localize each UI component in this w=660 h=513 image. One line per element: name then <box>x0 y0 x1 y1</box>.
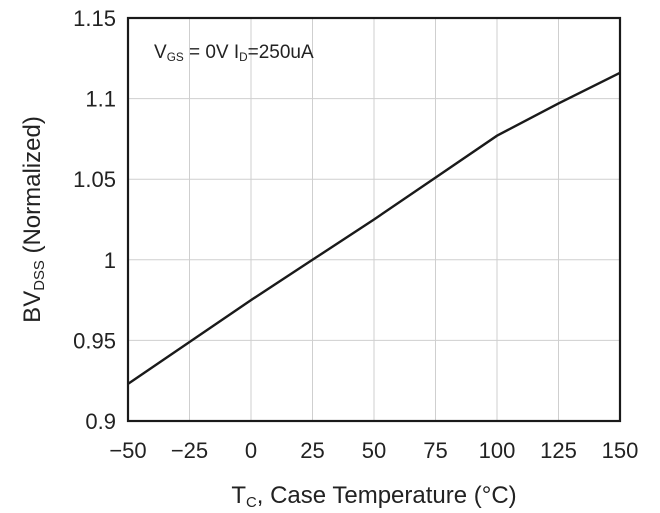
x-tick-label: 75 <box>423 438 447 463</box>
y-tick-label: 0.9 <box>85 409 116 434</box>
x-tick-label: 150 <box>602 438 639 463</box>
y-axis-ticks: 0.9 0.95 1 1.05 1.1 1.15 <box>73 6 116 434</box>
y-tick-label: 1.15 <box>73 6 116 31</box>
test-condition-annotation: VGS = 0V ID=250uA <box>154 42 314 64</box>
x-tick-label: 50 <box>362 438 386 463</box>
x-tick-label: 125 <box>540 438 577 463</box>
y-tick-label: 1.1 <box>85 87 116 112</box>
x-tick-label: −25 <box>171 438 208 463</box>
y-tick-label: 1 <box>104 248 116 273</box>
x-tick-label: 0 <box>245 438 257 463</box>
y-tick-label: 0.95 <box>73 328 116 353</box>
y-tick-label: 1.05 <box>73 167 116 192</box>
y-axis-title: BVDSS (Normalized) <box>19 116 48 323</box>
x-tick-label: 100 <box>479 438 516 463</box>
plot-frame <box>126 16 622 423</box>
x-tick-label: 25 <box>300 438 324 463</box>
x-axis-title: TC, Case Temperature (°C) <box>231 482 516 511</box>
series-layer <box>127 71 621 385</box>
series-line-0 <box>127 71 621 385</box>
x-tick-label: −50 <box>109 438 146 463</box>
x-axis-ticks: −50 −25 0 25 50 75 100 125 150 <box>109 438 638 463</box>
